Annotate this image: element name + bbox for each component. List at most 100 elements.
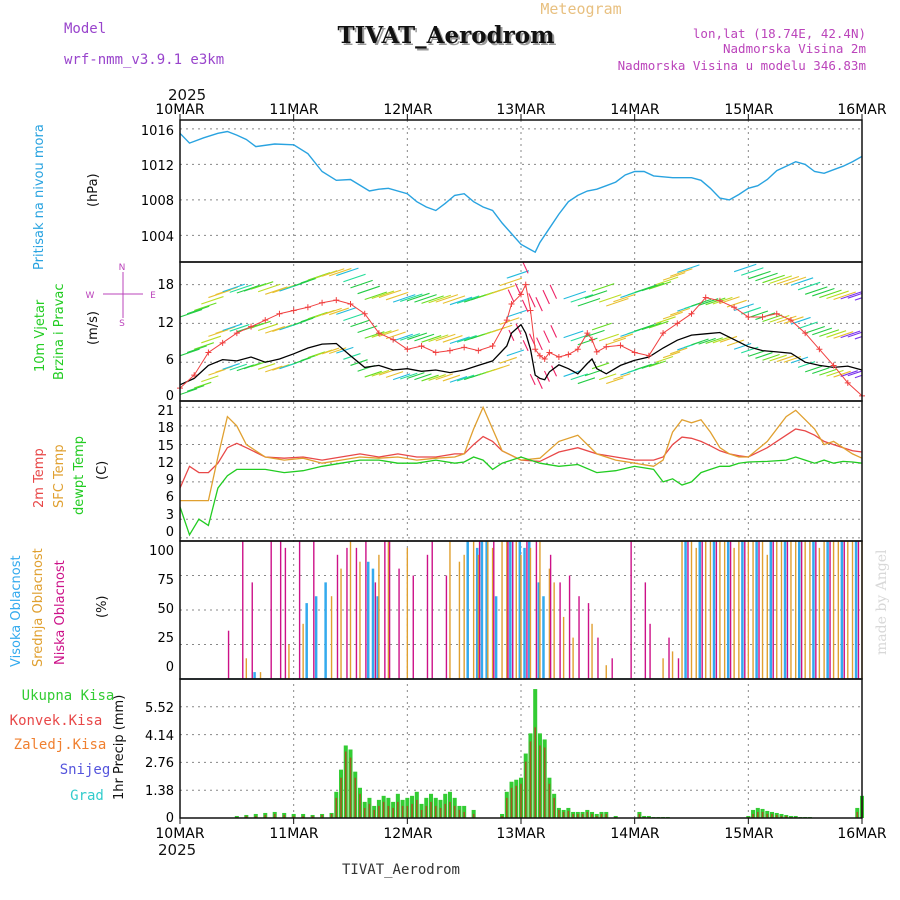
- precip-frozen-label: Zaledj.Kisa: [14, 737, 107, 753]
- footer-label: TIVAT_Aerodrom: [342, 862, 460, 878]
- wind-arrow: [797, 281, 821, 291]
- wind-arrow: [528, 293, 536, 308]
- precip-conv-bar: [373, 809, 375, 818]
- day-label-bottom: 15MAR: [724, 826, 773, 842]
- wind-arrow: [670, 307, 690, 316]
- wind-gust-point: [248, 323, 255, 330]
- precip-ytick: 0: [166, 811, 174, 826]
- model-label: Model: [64, 21, 106, 37]
- wind-arrow: [392, 294, 416, 303]
- model-altitude-label: Nadmorska Visina u modelu 346.83m: [618, 58, 866, 73]
- wind-arrow: [442, 374, 461, 382]
- wind-arrow: [357, 285, 380, 295]
- temp-ytick: 0: [166, 525, 174, 540]
- wind-arrow: [336, 307, 357, 315]
- wind-arrow: [229, 284, 253, 293]
- wind-arrow: [414, 373, 432, 381]
- wind-arrow: [492, 285, 515, 294]
- wind-arrow: [833, 291, 856, 301]
- wind-arrow: [755, 272, 778, 282]
- wind-arrow: [804, 325, 825, 334]
- precip-conv-bar: [245, 815, 248, 818]
- wind-arrow: [378, 329, 399, 337]
- day-label-bottom: 10MAR: [155, 826, 204, 842]
- wind-arrow: [343, 313, 364, 322]
- cloud-yticks: 0 25 50 75 100: [149, 544, 174, 675]
- wind-arrow: [515, 323, 522, 335]
- cloud-ytick: 25: [157, 631, 174, 646]
- wind-gust-point: [532, 346, 539, 353]
- wind-arrow: [229, 324, 250, 332]
- meteogram-label: Meteogram: [540, 0, 621, 18]
- precip-ytick: 2.76: [145, 756, 174, 771]
- precip-conv-bar: [453, 805, 456, 818]
- wind-gust-point: [319, 299, 326, 306]
- precip-conv-bar: [359, 793, 361, 818]
- precip-conv-bar: [354, 777, 357, 818]
- precip-graupel-label: Grad: [70, 788, 104, 804]
- wind-arrow: [570, 373, 588, 381]
- compass-north: N: [119, 263, 126, 273]
- wind-arrow: [606, 297, 629, 307]
- precip-conv-bar: [591, 813, 593, 818]
- day-label-top: 10MAR: [155, 102, 204, 118]
- wind-gust-point: [418, 343, 425, 350]
- wind-arrow: [222, 283, 245, 293]
- wind-arrow: [186, 345, 207, 354]
- temp-2m-label: 2m Temp: [32, 448, 47, 508]
- wind-arrow: [499, 317, 520, 325]
- wind-arrow: [329, 267, 352, 277]
- wind-arrow: [456, 295, 480, 304]
- wind-arrow: [741, 267, 764, 276]
- wind-arrow: [428, 294, 451, 304]
- pressure-series-line: [179, 130, 863, 254]
- cloud-mid-label: Srednja Oblacnost: [31, 548, 46, 667]
- precip-conv-bar: [387, 805, 390, 818]
- temp-ytick: 3: [166, 508, 174, 523]
- wind-arrow: [371, 369, 390, 377]
- wind-arrow: [563, 330, 584, 339]
- precip-conv-bar: [766, 813, 769, 818]
- wind-gust-point: [574, 346, 581, 353]
- precip-conv-bar: [780, 815, 783, 818]
- page-title: TIVAT_Aerodrom: [338, 22, 555, 49]
- temp-dewpt-label: dewpt Temp: [72, 436, 87, 515]
- wind-arrow: [522, 340, 529, 352]
- wind-arrow: [833, 331, 854, 339]
- wind-arrow: [407, 292, 430, 302]
- precip-conv-bar: [368, 803, 371, 818]
- wind-arrow: [648, 320, 669, 329]
- precip-conv-bar: [340, 777, 342, 818]
- wind-arrow: [265, 365, 283, 373]
- wind-arrow: [400, 372, 418, 380]
- precip-panel: [234, 689, 865, 818]
- wind-arrow: [272, 284, 295, 294]
- wind-gust-point: [688, 310, 695, 317]
- wind-arrow: [336, 267, 359, 277]
- precip-conv-bar: [378, 805, 380, 818]
- wind-arrow: [790, 356, 809, 364]
- precip-conv-bar: [420, 809, 423, 818]
- wind-gust-point: [191, 372, 198, 379]
- wind-arrow: [442, 335, 463, 343]
- wind-gust-point: [333, 297, 340, 304]
- wind-arrow: [748, 310, 769, 319]
- wind-gust-point: [731, 304, 738, 311]
- wind-arrow: [265, 286, 288, 295]
- wind-yticks: 0 6 12 18: [157, 278, 174, 404]
- precip-conv-bar: [472, 813, 475, 818]
- precip-total-bar: [779, 813, 784, 818]
- precip-conv-bar: [501, 815, 503, 818]
- wind-arrow: [392, 333, 413, 342]
- precip-conv-bar: [515, 785, 518, 818]
- wind-arrow: [769, 354, 787, 362]
- compass-east: E: [150, 291, 156, 301]
- wind-gust-point: [787, 317, 794, 324]
- compass-south: S: [119, 319, 125, 329]
- wind-arrow: [428, 374, 446, 381]
- wind-gust-point: [773, 310, 780, 317]
- wind-gust-point: [546, 349, 553, 356]
- wind-arrow: [634, 363, 652, 371]
- wind-arrow: [741, 306, 762, 315]
- altitude-label: Nadmorska Visina 2m: [723, 41, 866, 56]
